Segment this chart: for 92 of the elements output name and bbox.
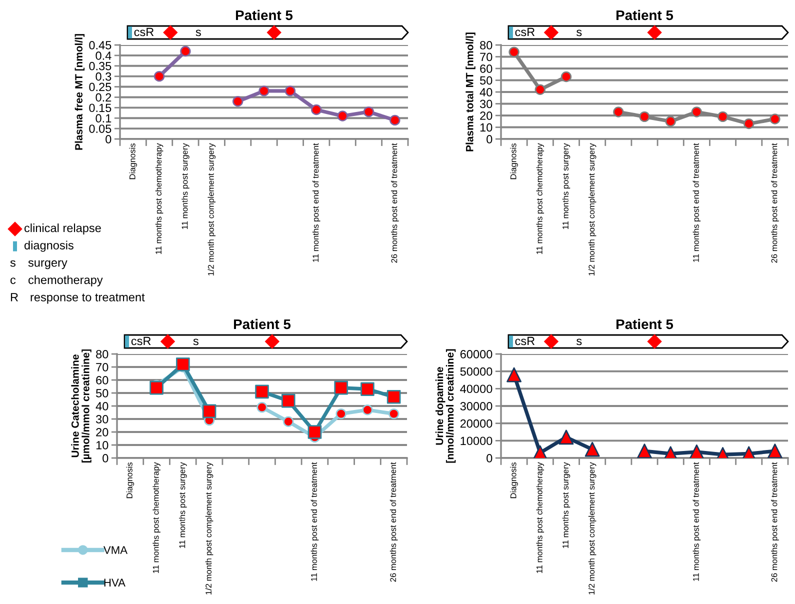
chart-title: Patient 5	[616, 10, 674, 20]
x-tick-label: Diagnosis	[510, 143, 518, 180]
y-tick-label: 0.25	[89, 82, 112, 92]
text: csR	[131, 336, 151, 346]
y-tick-label: 0.2	[96, 93, 112, 102]
y-axis-title: Urine dopamine [nmol/mmol creatinine]	[436, 349, 456, 463]
chart-title: Patient 5	[236, 10, 293, 20]
y-tick-label: 60	[96, 376, 108, 384]
y-axis-title: Plasma total MT [nmol/l]	[466, 32, 476, 152]
y-tick-label: 10	[480, 123, 492, 132]
y-tick-label: 0	[106, 135, 112, 144]
x-tick-label: 26 months post end of treatment	[771, 462, 779, 582]
y-tick-label: 0.4	[96, 51, 112, 60]
x-tick-label: 11 months post chemotherapy	[536, 143, 544, 254]
text: c	[10, 278, 16, 284]
point	[689, 444, 704, 458]
point	[532, 445, 548, 458]
text: s	[576, 30, 582, 36]
x-tick-label: Diagnosis	[129, 143, 137, 180]
point	[767, 444, 782, 458]
x-tick-label: 11 months post end of treatment	[692, 143, 701, 262]
point	[558, 430, 574, 445]
x-tick-label: 11 months post chemotherapy	[152, 462, 160, 574]
x-tick-label: 11 months post surgery	[179, 462, 187, 548]
y-tick-label: 60	[480, 64, 492, 73]
y-tick-label: 20	[96, 428, 108, 436]
text: csR	[515, 28, 535, 36]
x-tick-label: 1/2 month post complement surgery	[588, 143, 596, 276]
y-tick-label: 30000	[460, 402, 492, 410]
point	[637, 444, 652, 458]
y-tick-label: 0	[486, 135, 492, 144]
x-tick-label: 1/2 month post complement surgery	[588, 462, 596, 594]
text: response to treatment	[30, 294, 145, 304]
text: s	[193, 338, 198, 346]
y-tick-label: 0.05	[89, 124, 112, 133]
text: clinical relapse	[24, 223, 101, 235]
x-tick-label: 1/2 month post complement surgery	[208, 143, 216, 276]
x-tick-label: 1/2 month post complement surgery	[205, 462, 214, 594]
text: chemotherapy	[28, 275, 103, 286]
x-tick-label: 11 months post end of treatment	[692, 462, 701, 581]
y-tick-label: 40000	[460, 384, 492, 394]
y-tick-label: 40	[480, 88, 492, 96]
y-axis-title: Plasma free MT [nmol/l]	[74, 34, 85, 150]
x-tick-label: 11 months post chemotherapy	[536, 462, 544, 574]
text: csR	[515, 336, 535, 346]
x-tick-label: 11 months post surgery	[562, 462, 570, 548]
legend-label: HVA	[104, 578, 126, 586]
x-tick-label: 11 months post end of treatment	[312, 143, 320, 262]
text: surgery	[28, 260, 68, 270]
legend-label: VMA	[103, 546, 128, 554]
y-tick-label: 0.1	[96, 114, 112, 123]
y-tick-label: 0.15	[89, 104, 112, 112]
point	[584, 442, 600, 457]
x-tick-label: 11 months post end of treatment	[310, 462, 319, 581]
chart-title: Patient 5	[234, 318, 291, 330]
x-tick-label: Diagnosis	[126, 462, 134, 498]
chart-title: Patient 5	[616, 318, 674, 330]
y-tick-label: 80	[96, 350, 108, 358]
x-tick-label: 26 months post end of treatment	[391, 143, 399, 263]
y-tick-label: 10000	[460, 436, 492, 446]
y-tick-label: 20	[480, 112, 492, 120]
x-tick-label: 26 months post end of treatment	[771, 143, 779, 263]
point	[506, 367, 522, 382]
y-tick-label: 30	[480, 100, 492, 108]
y-tick-label: 0.45	[89, 41, 112, 50]
y-tick-label: 0	[102, 454, 108, 462]
y-tick-label: 50000	[460, 367, 492, 376]
x-tick-label: 26 months post end of treatment	[390, 462, 398, 582]
y-tick-label: 40	[96, 402, 108, 410]
text: diagnosis	[24, 240, 74, 252]
y-tick-label: 0.35	[89, 62, 112, 70]
text: s	[196, 30, 201, 36]
text: s	[10, 260, 16, 267]
y-axis-title: Urine Catecholamine [µmol/mmol creatinine]	[71, 349, 92, 463]
x-tick-label: 11 months post chemotherapy	[155, 143, 164, 254]
text: s	[576, 338, 582, 346]
y-tick-label: 10	[96, 441, 108, 450]
x-tick-label: Diagnosis	[510, 462, 518, 498]
y-tick-label: 50	[96, 389, 108, 398]
text: csR	[134, 28, 154, 36]
x-tick-label: 11 months post surgery	[182, 143, 190, 229]
y-tick-label: 0	[486, 454, 492, 462]
x-tick-label: 11 months post surgery	[562, 143, 570, 229]
y-tick-label: 80	[480, 41, 492, 50]
y-tick-label: 50	[480, 76, 492, 85]
y-tick-label: 60000	[460, 350, 492, 358]
y-tick-label: 70	[480, 52, 492, 62]
y-tick-label: 20000	[460, 419, 492, 428]
y-tick-label: 0.3	[96, 72, 112, 81]
y-tick-label: 70	[96, 363, 108, 372]
y-tick-label: 30	[96, 415, 108, 424]
text: R	[10, 293, 18, 302]
